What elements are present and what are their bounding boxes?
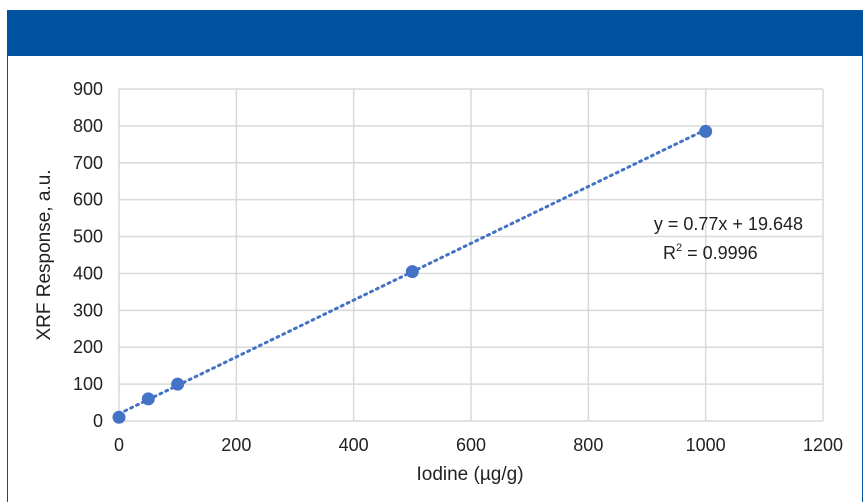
y-tick-label: 800 <box>73 116 103 136</box>
y-tick-label: 900 <box>73 79 103 99</box>
r-squared-prefix: R <box>663 243 676 263</box>
r-squared-value: = 0.9996 <box>682 243 758 263</box>
y-tick-label: 400 <box>73 263 103 283</box>
y-tick-label: 600 <box>73 190 103 210</box>
y-tick-label: 200 <box>73 337 103 357</box>
y-tick-labels: 0 100 200 300 400 500 600 700 800 900 <box>73 79 103 431</box>
x-tick-label: 800 <box>573 435 603 455</box>
data-point <box>405 265 419 279</box>
y-tick-label: 500 <box>73 227 103 247</box>
x-tick-label: 200 <box>221 435 251 455</box>
x-tick-label: 600 <box>456 435 486 455</box>
x-tick-label: 1000 <box>686 435 726 455</box>
x-tick-labels: 0 200 400 600 800 1000 1200 <box>114 435 843 455</box>
y-axis-title: XRF Response, a.u. <box>34 169 55 340</box>
x-tick-label: 0 <box>114 435 124 455</box>
chart-panel <box>7 56 863 502</box>
y-tick-label: 700 <box>73 153 103 173</box>
trendline-equation: y = 0.77x + 19.648 <box>654 214 803 234</box>
data-point <box>112 410 126 424</box>
data-point <box>141 392 155 406</box>
r-squared-superscript: 2 <box>676 242 682 254</box>
x-tick-label: 1200 <box>803 435 843 455</box>
y-tick-label: 100 <box>73 374 103 394</box>
r-squared-label: R2 = 0.9996 <box>663 242 758 263</box>
grid-lines <box>118 88 824 422</box>
y-tick-label: 0 <box>93 411 103 431</box>
header-bar <box>7 10 863 56</box>
y-tick-label: 300 <box>73 300 103 320</box>
x-axis-title: Iodine (µg/g) <box>416 464 523 485</box>
data-points <box>112 124 713 424</box>
data-point <box>171 377 185 391</box>
x-tick-label: 400 <box>339 435 369 455</box>
data-point <box>699 124 713 138</box>
